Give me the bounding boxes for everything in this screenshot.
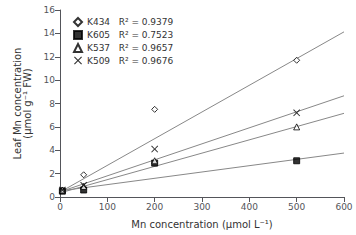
- svg-text:500: 500: [288, 202, 305, 212]
- svg-text:10: 10: [44, 75, 56, 85]
- svg-text:Leaf Mn concentration: Leaf Mn concentration: [12, 47, 24, 160]
- svg-text:12: 12: [44, 52, 55, 62]
- svg-text:K434 R² = 0.9379: K434 R² = 0.9379: [87, 17, 174, 27]
- svg-text:6: 6: [49, 122, 55, 132]
- svg-text:0: 0: [57, 202, 63, 212]
- svg-text:K509 R² = 0.9676: K509 R² = 0.9676: [87, 56, 174, 66]
- svg-text:4: 4: [49, 145, 55, 155]
- svg-text:2: 2: [49, 169, 55, 179]
- svg-text:8: 8: [49, 99, 55, 109]
- svg-text:K605 R² = 0.7523: K605 R² = 0.7523: [87, 30, 173, 40]
- svg-text:200: 200: [146, 202, 163, 212]
- svg-text:16: 16: [44, 5, 56, 15]
- svg-text:100: 100: [99, 202, 116, 212]
- svg-text:600: 600: [335, 202, 352, 212]
- svg-text:400: 400: [241, 202, 258, 212]
- svg-text:14: 14: [44, 28, 56, 38]
- svg-text:300: 300: [193, 202, 210, 212]
- svg-text:Mn concentration (μmol L⁻¹): Mn concentration (μmol L⁻¹): [131, 219, 273, 230]
- svg-text:0: 0: [49, 192, 55, 202]
- svg-text:(μmol g⁻¹ FW): (μmol g⁻¹ FW): [22, 68, 33, 139]
- svg-text:K537 R² = 0.9657: K537 R² = 0.9657: [87, 43, 173, 53]
